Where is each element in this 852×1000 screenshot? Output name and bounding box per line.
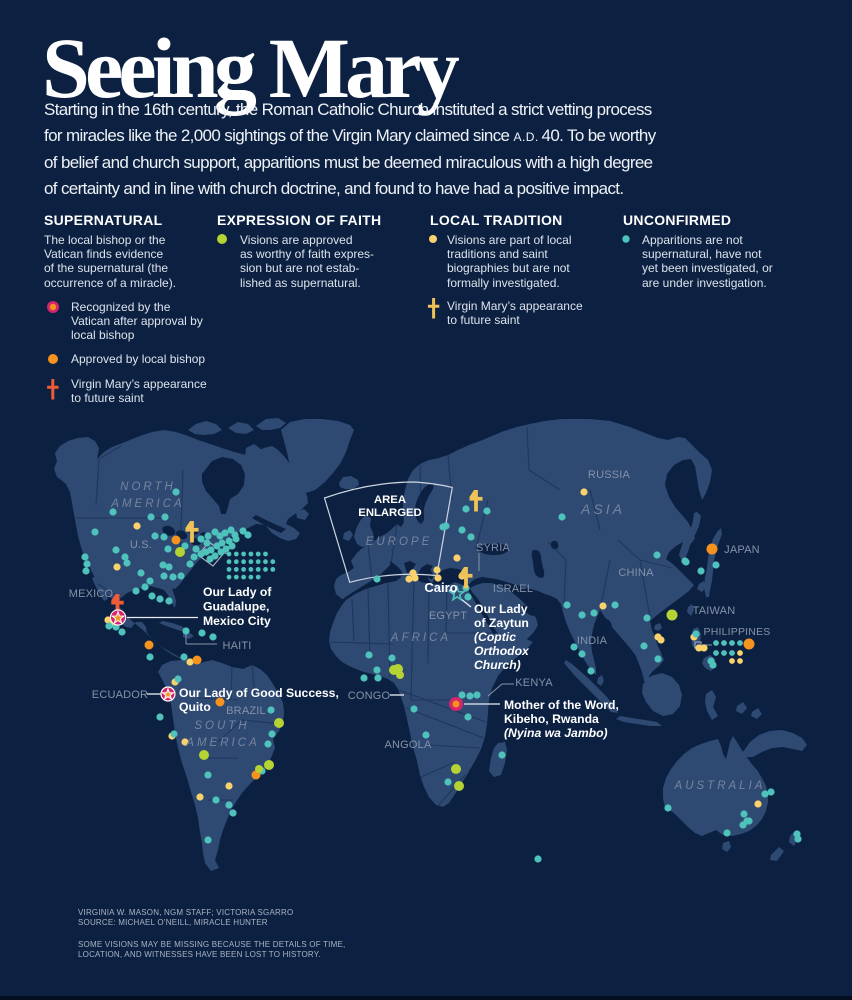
svg-text:AREA: AREA [374,494,406,506]
svg-text:U.S.: U.S. [130,539,152,551]
svg-text:Orthodox: Orthodox [474,644,530,658]
svg-text:JAPAN: JAPAN [724,544,760,556]
svg-text:BRAZIL: BRAZIL [226,705,266,717]
svg-text:INDIA: INDIA [577,635,608,647]
svg-text:TAIWAN: TAIWAN [693,605,736,617]
svg-text:AMERICA: AMERICA [110,498,184,510]
svg-text:AFRICA: AFRICA [390,632,451,644]
svg-text:CONGO: CONGO [348,690,391,702]
svg-text:KENYA: KENYA [515,677,553,689]
svg-text:SOUTH: SOUTH [194,720,249,732]
svg-text:(Nyina wa Jambo): (Nyina wa Jambo) [504,726,608,740]
svg-text:of Zaytun: of Zaytun [474,616,529,630]
svg-text:AMERICA: AMERICA [185,737,259,749]
svg-text:RUSSIA: RUSSIA [588,469,631,481]
svg-text:ECUADOR: ECUADOR [92,689,148,701]
svg-text:Mexico City: Mexico City [203,614,271,628]
svg-text:Cairo: Cairo [424,580,457,595]
svg-text:Our Lady of Good Success,: Our Lady of Good Success, [179,686,339,700]
svg-text:AUSTRALIA: AUSTRALIA [674,780,766,792]
svg-text:MEXICO: MEXICO [69,588,114,600]
svg-text:ANGOLA: ANGOLA [384,739,432,751]
svg-text:HAITI: HAITI [222,640,251,652]
svg-text:Kibeho, Rwanda: Kibeho, Rwanda [504,712,599,726]
svg-text:PHILIPPINES: PHILIPPINES [704,626,771,638]
svg-text:Mother of the Word,: Mother of the Word, [504,698,619,712]
svg-text:ENLARGED: ENLARGED [358,507,421,519]
svg-text:EUROPE: EUROPE [366,536,433,548]
svg-text:Guadalupe,: Guadalupe, [203,600,269,614]
svg-text:CHINA: CHINA [618,567,654,579]
svg-text:NORTH: NORTH [120,481,176,493]
svg-text:EGYPT: EGYPT [429,610,467,622]
svg-text:ASIA: ASIA [580,501,625,517]
svg-text:ISRAEL: ISRAEL [493,583,533,595]
svg-text:Church): Church) [474,658,521,672]
svg-text:Our Lady of: Our Lady of [203,585,272,599]
svg-text:SYRIA: SYRIA [476,542,510,554]
svg-text:(Coptic: (Coptic [474,630,516,644]
svg-text:Our Lady: Our Lady [474,602,528,616]
svg-text:Quito: Quito [179,700,211,714]
